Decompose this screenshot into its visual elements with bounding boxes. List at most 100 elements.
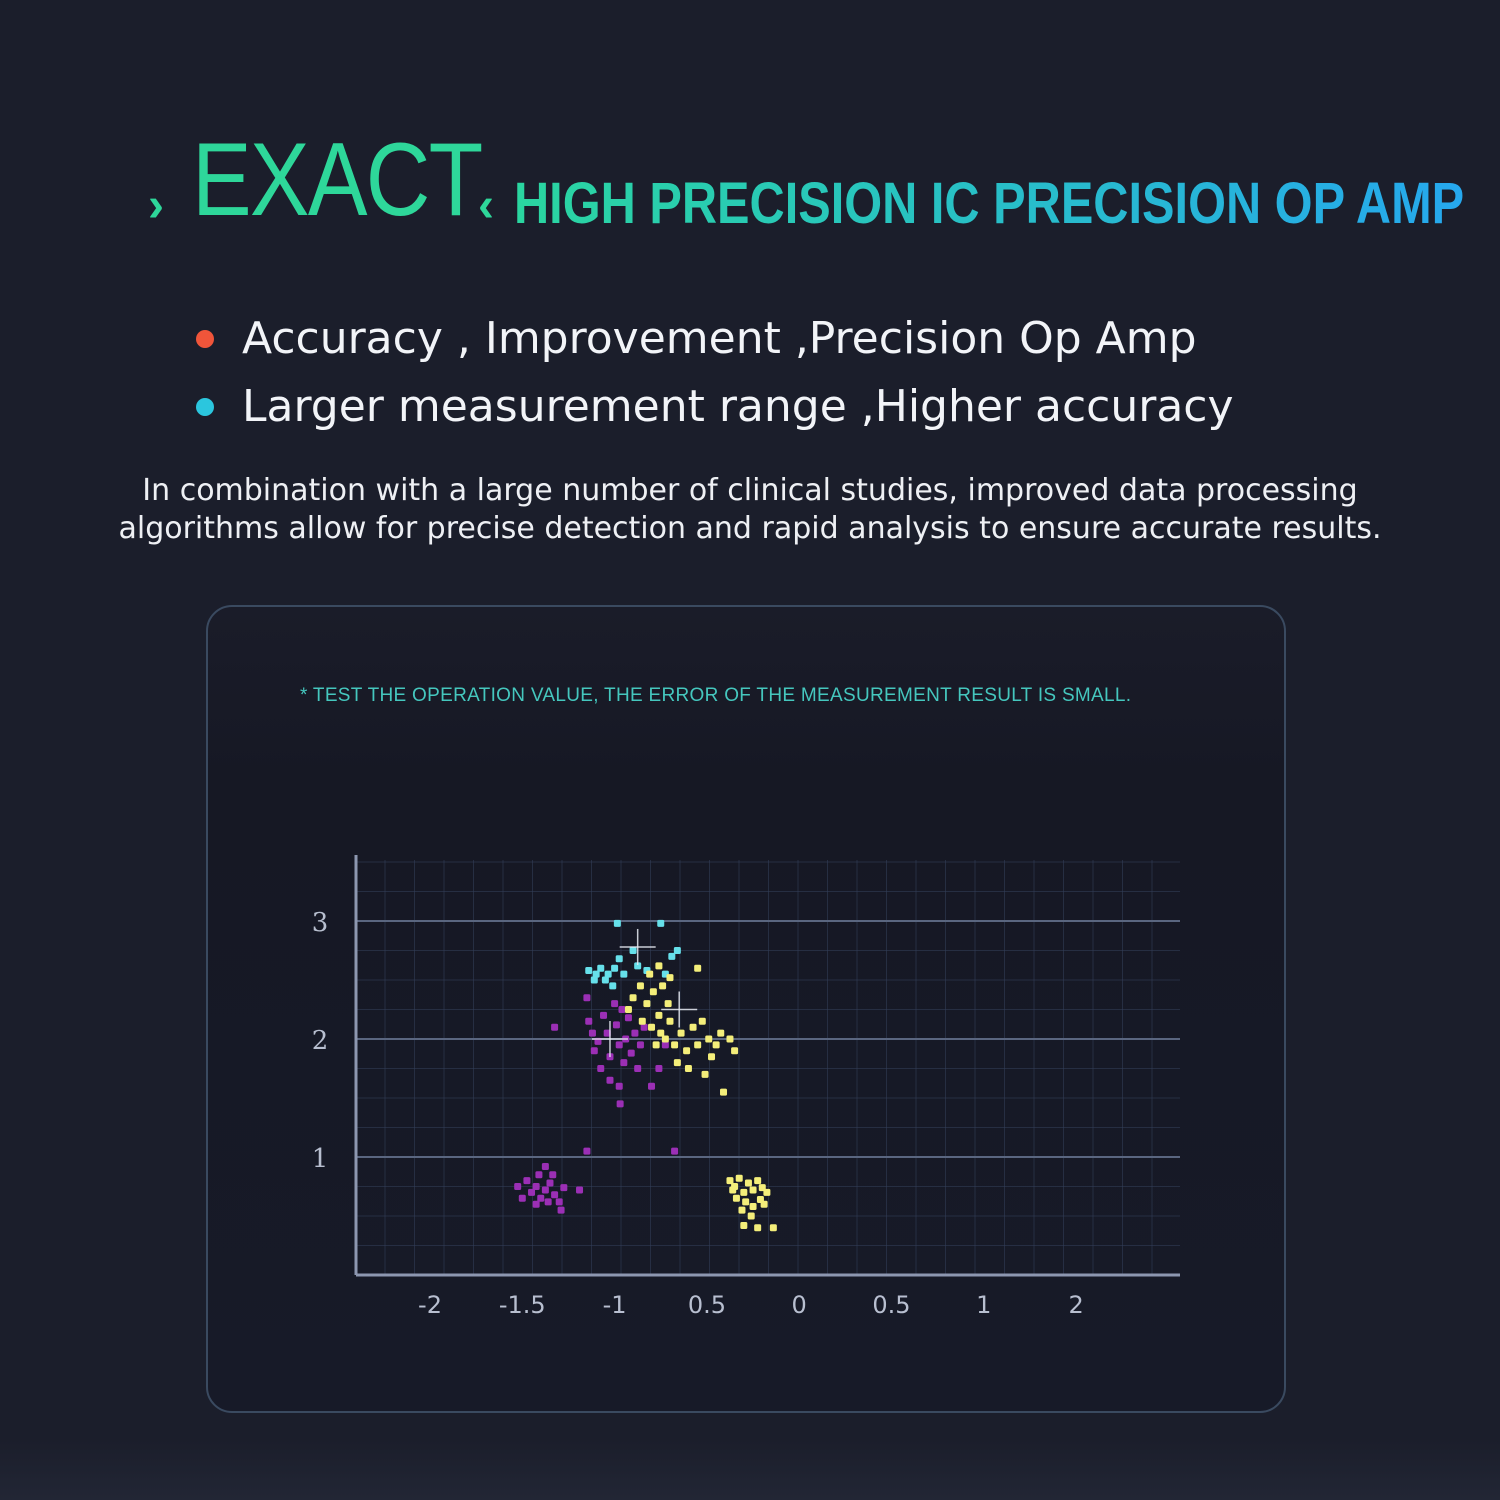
data-point (549, 1171, 557, 1179)
data-point (666, 1017, 674, 1025)
data-point (601, 976, 609, 984)
data-point (668, 952, 676, 960)
data-point (744, 1179, 752, 1187)
data-point (749, 1203, 757, 1211)
data-point (576, 1186, 584, 1194)
data-point (604, 970, 612, 978)
data-point (684, 1065, 692, 1072)
y-tick-label: 1 (312, 1144, 329, 1174)
data-point (541, 1186, 549, 1194)
data-point (754, 1224, 762, 1232)
data-point (655, 962, 663, 970)
data-point (624, 1006, 632, 1013)
data-point (636, 982, 644, 990)
data-point (597, 1065, 605, 1072)
title-row: › EXACT ‹ HIGH PRECISION IC PRECISION OP… (148, 120, 1468, 240)
page-subtitle: HIGH PRECISION IC PRECISION OP AMP (514, 171, 1465, 236)
data-point (615, 1082, 623, 1090)
data-point (726, 1035, 734, 1043)
data-point (600, 1011, 608, 1019)
data-point (611, 1000, 619, 1008)
data-point (740, 1221, 748, 1229)
chart-note: * TEST THE OPERATION VALUE, THE ERROR OF… (300, 685, 1132, 706)
x-tick-label: 2 (1068, 1291, 1083, 1319)
data-point (640, 1023, 648, 1031)
data-point (615, 1041, 623, 1049)
x-tick-label: -1.5 (499, 1291, 546, 1319)
data-point (583, 1147, 591, 1155)
data-point (643, 1000, 651, 1008)
x-tick-label: 0 (792, 1291, 807, 1319)
data-point (749, 1186, 757, 1194)
chevron-left-icon: ‹ (478, 179, 494, 232)
data-point (742, 1198, 750, 1206)
data-point (523, 1177, 531, 1185)
feature-list: Accuracy , Improvement ,Precision Op Amp… (190, 310, 1234, 446)
data-point (546, 1179, 554, 1187)
data-point (634, 962, 642, 970)
data-point (620, 1059, 628, 1067)
data-point (717, 1029, 725, 1037)
data-point (683, 1047, 691, 1055)
data-point (664, 1000, 672, 1008)
data-point (551, 1191, 559, 1199)
data-point (609, 982, 617, 990)
data-point (701, 1070, 709, 1078)
data-point (661, 1035, 669, 1043)
data-point (603, 1029, 611, 1037)
bullet-dot-icon (196, 398, 214, 416)
data-point (666, 974, 674, 982)
feature-text: Larger measurement range ,Higher accurac… (242, 381, 1234, 432)
data-point (652, 1041, 660, 1049)
data-point (661, 1041, 669, 1049)
data-point (659, 982, 667, 990)
data-point (732, 1194, 740, 1202)
data-point (648, 1082, 656, 1090)
data-point (673, 947, 681, 954)
data-point (673, 1059, 681, 1067)
data-point (747, 1212, 755, 1220)
data-point (624, 1014, 632, 1022)
x-tick-label: -2 (418, 1291, 442, 1319)
data-point (735, 1174, 743, 1182)
bullet-dot-icon (196, 330, 214, 348)
data-point (618, 1006, 626, 1013)
data-point (528, 1188, 536, 1196)
data-point (638, 1017, 646, 1025)
data-point (629, 947, 637, 954)
data-point (729, 1186, 737, 1194)
data-point (555, 1198, 563, 1206)
data-point (588, 1029, 596, 1037)
data-point (712, 1041, 720, 1049)
data-point (532, 1183, 540, 1190)
data-point (671, 1041, 679, 1049)
data-point (689, 1023, 697, 1031)
data-point (708, 1053, 716, 1061)
chevron-right-icon: › (148, 179, 164, 232)
data-point (518, 1194, 526, 1202)
x-tick-label: 1 (976, 1291, 991, 1319)
data-point (694, 1041, 702, 1049)
data-point (705, 1035, 713, 1043)
data-point (677, 1029, 685, 1037)
data-point (627, 1049, 635, 1057)
data-point (731, 1047, 739, 1055)
data-point (585, 967, 593, 975)
data-point (649, 988, 657, 996)
data-point (551, 1023, 559, 1031)
data-point (590, 976, 598, 984)
data-point (657, 1029, 665, 1037)
data-point (634, 1065, 642, 1072)
data-point (740, 1188, 748, 1196)
data-point (694, 964, 702, 972)
data-point (544, 1198, 552, 1206)
x-tick-label: 0.5 (872, 1291, 910, 1319)
data-point (754, 1177, 762, 1185)
data-point (657, 919, 665, 927)
data-point (646, 970, 654, 978)
data-point (583, 994, 591, 1002)
data-point (597, 964, 605, 972)
data-point (611, 964, 619, 972)
data-point (620, 970, 628, 978)
